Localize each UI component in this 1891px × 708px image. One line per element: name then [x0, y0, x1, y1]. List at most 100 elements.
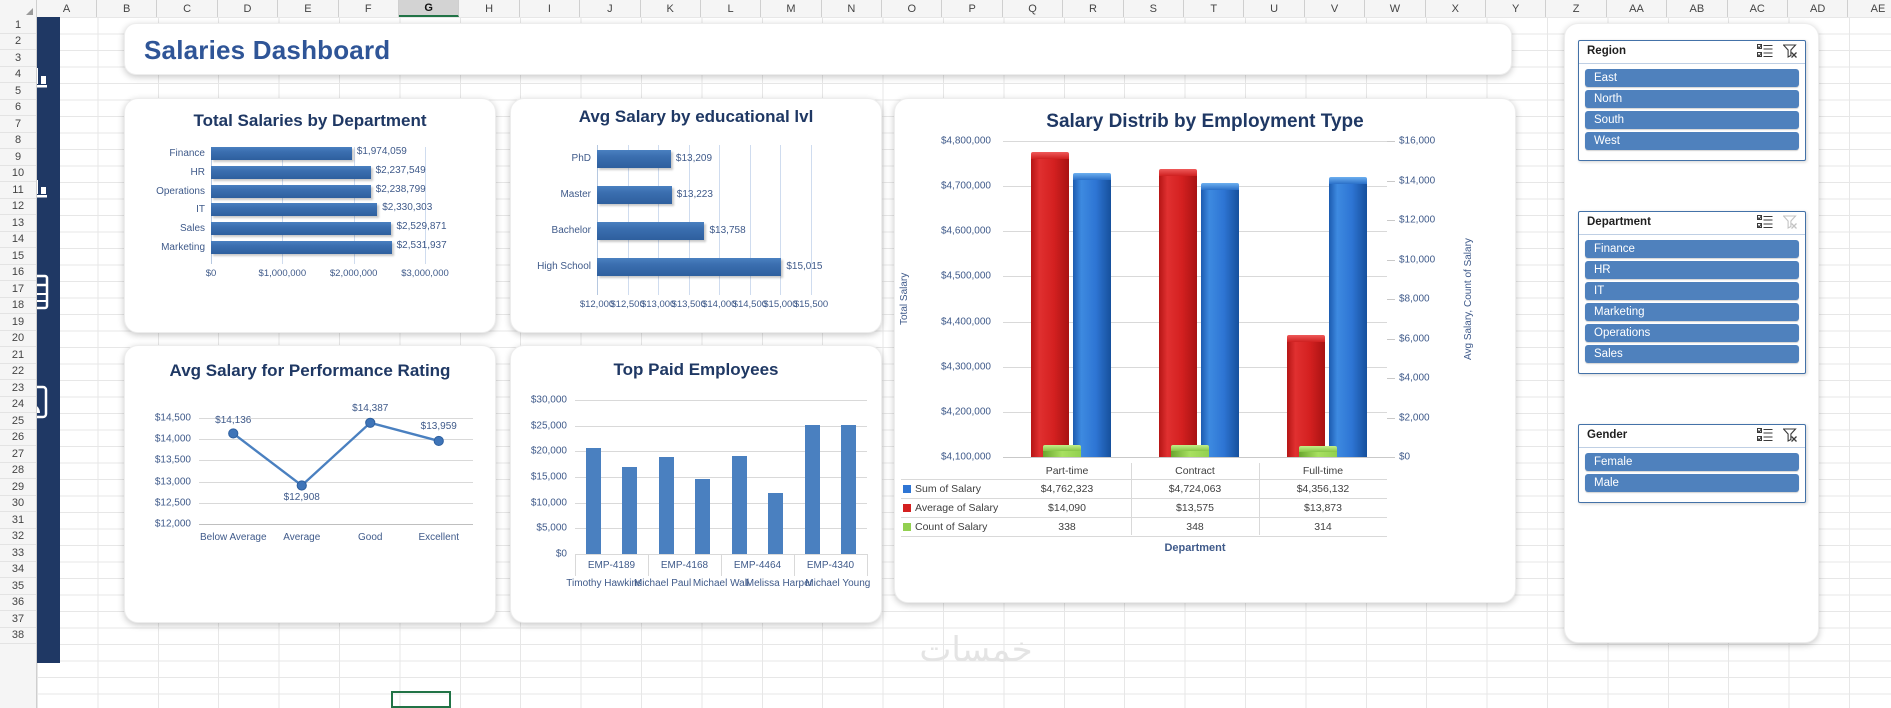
row-header-4[interactable]: 4	[0, 66, 36, 83]
column-header-J[interactable]: J	[580, 0, 641, 17]
bar	[841, 425, 857, 554]
multi-select-icon[interactable]	[1757, 428, 1773, 442]
row-header-30[interactable]: 30	[0, 495, 36, 512]
select-all-corner[interactable]	[0, 0, 37, 17]
row-header-12[interactable]: 12	[0, 198, 36, 215]
row-header-29[interactable]: 29	[0, 479, 36, 496]
row-header-28[interactable]: 28	[0, 462, 36, 479]
column-header-X[interactable]: X	[1425, 0, 1486, 17]
column-header-O[interactable]: O	[882, 0, 943, 17]
slicer-item-male[interactable]: Male	[1585, 474, 1799, 492]
row-header-11[interactable]: 11	[0, 182, 36, 199]
column-header-I[interactable]: I	[519, 0, 581, 17]
column-header-K[interactable]: K	[640, 0, 701, 17]
column-header-V[interactable]: V	[1304, 0, 1366, 17]
row-header-33[interactable]: 33	[0, 545, 36, 562]
clear-filter-icon[interactable]	[1783, 428, 1798, 442]
slicer-department[interactable]: Department Finance HR IT Marketing Operations…	[1578, 211, 1806, 374]
row-header-35[interactable]: 35	[0, 578, 36, 595]
column-header-AC[interactable]: AC	[1727, 0, 1788, 17]
slicer-gender[interactable]: Gender Female Male	[1578, 424, 1806, 503]
column-header-AB[interactable]: AB	[1667, 0, 1728, 17]
row-header-24[interactable]: 24	[0, 396, 36, 413]
row-header-19[interactable]: 19	[0, 314, 36, 331]
column-header-H[interactable]: H	[459, 0, 520, 17]
column-header-S[interactable]: S	[1123, 0, 1185, 17]
row-header-31[interactable]: 31	[0, 512, 36, 529]
column-headers[interactable]: A B C D E F G H I J K L M N O P Q R S T U V W X Y Z AA AB AC AD AE	[0, 0, 1891, 17]
column-header-N[interactable]: N	[821, 0, 883, 17]
clear-filter-icon[interactable]	[1783, 215, 1798, 229]
row-header-37[interactable]: 37	[0, 611, 36, 628]
column-header-P[interactable]: P	[942, 0, 1003, 17]
row-header-26[interactable]: 26	[0, 429, 36, 446]
row-header-1[interactable]: 1	[0, 17, 36, 34]
row-header-18[interactable]: 18	[0, 297, 36, 314]
column-header-C[interactable]: C	[157, 0, 218, 17]
slicer-item-north[interactable]: North	[1585, 90, 1799, 108]
column-header-T[interactable]: T	[1184, 0, 1245, 17]
row-header-17[interactable]: 17	[0, 281, 36, 298]
column-header-M[interactable]: M	[761, 0, 822, 17]
column-header-G[interactable]: G	[398, 0, 460, 17]
row-header-32[interactable]: 32	[0, 528, 36, 545]
x-axis-category-label: Average	[283, 532, 321, 543]
column-header-E[interactable]: E	[278, 0, 339, 17]
column-header-R[interactable]: R	[1063, 0, 1124, 17]
column-header-AD[interactable]: AD	[1787, 0, 1849, 17]
row-header-25[interactable]: 25	[0, 413, 36, 430]
slicer-item-it[interactable]: IT	[1585, 282, 1799, 300]
column-header-D[interactable]: D	[217, 0, 279, 17]
slicer-item-sales[interactable]: Sales	[1585, 345, 1799, 363]
column-header-Y[interactable]: Y	[1485, 0, 1547, 17]
slicer-item-east[interactable]: East	[1585, 69, 1799, 87]
row-header-23[interactable]: 23	[0, 380, 36, 397]
row-header-14[interactable]: 14	[0, 231, 36, 248]
slicer-item-operations[interactable]: Operations	[1585, 324, 1799, 342]
row-header-22[interactable]: 22	[0, 363, 36, 380]
column-header-Q[interactable]: Q	[1002, 0, 1064, 17]
row-header-6[interactable]: 6	[0, 99, 36, 116]
column-header-B[interactable]: B	[97, 0, 158, 17]
row-header-9[interactable]: 9	[0, 149, 36, 166]
row-header-13[interactable]: 13	[0, 215, 36, 232]
row-header-38[interactable]: 38	[0, 627, 36, 644]
row-header-27[interactable]: 27	[0, 446, 36, 463]
row-header-8[interactable]: 8	[0, 132, 36, 149]
row-header-34[interactable]: 34	[0, 561, 36, 578]
slicer-item-west[interactable]: West	[1585, 132, 1799, 150]
row-headers[interactable]: 1 2 3 4 5 6 7 8 9 10 11 12 13 14 15 16 17 18 19 20 21 22 23 24 2…	[0, 17, 37, 708]
multi-select-icon[interactable]	[1757, 215, 1773, 229]
row-header-10[interactable]: 10	[0, 165, 36, 182]
row-header-2[interactable]: 2	[0, 33, 36, 50]
clear-filter-icon[interactable]	[1783, 44, 1798, 58]
slicer-item-south[interactable]: South	[1585, 111, 1799, 129]
selected-cell[interactable]	[391, 691, 451, 708]
multi-select-icon[interactable]	[1757, 44, 1773, 58]
column-header-A[interactable]: A	[37, 0, 97, 17]
column-header-U[interactable]: U	[1244, 0, 1305, 17]
slicer-item-hr[interactable]: HR	[1585, 261, 1799, 279]
bar	[211, 147, 352, 160]
row-header-20[interactable]: 20	[0, 330, 36, 347]
y-axis-tick-label: $13,500	[154, 454, 191, 466]
row-header-7[interactable]: 7	[0, 116, 36, 133]
slicer-item-marketing[interactable]: Marketing	[1585, 303, 1799, 321]
row-header-15[interactable]: 15	[0, 248, 36, 265]
column-header-Z[interactable]: Z	[1546, 0, 1607, 17]
column-header-AE[interactable]: AE	[1848, 0, 1891, 17]
column-header-AA[interactable]: AA	[1606, 0, 1668, 17]
row-header-5[interactable]: 5	[0, 83, 36, 100]
slicer-item-finance[interactable]: Finance	[1585, 240, 1799, 258]
column-header-F[interactable]: F	[338, 0, 399, 17]
row-header-21[interactable]: 21	[0, 347, 36, 364]
column-header-W[interactable]: W	[1365, 0, 1426, 17]
bar-category-label: HR	[190, 166, 205, 178]
row-header-16[interactable]: 16	[0, 264, 36, 281]
column-header-L[interactable]: L	[700, 0, 762, 17]
row-header-36[interactable]: 36	[0, 594, 36, 611]
slicer-region[interactable]: Region East North South West	[1578, 40, 1806, 161]
bar-value-label: $13,758	[709, 225, 746, 236]
row-header-3[interactable]: 3	[0, 50, 36, 67]
slicer-item-female[interactable]: Female	[1585, 453, 1799, 471]
